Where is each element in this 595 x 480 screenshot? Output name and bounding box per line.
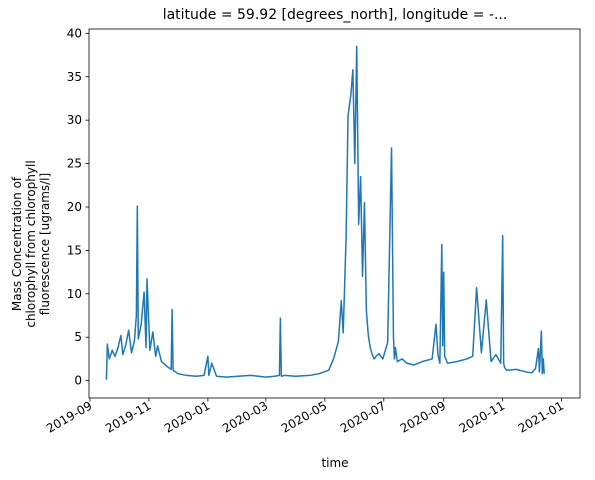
y-axis-label-line-1: Mass Concentration of bbox=[10, 176, 24, 311]
plot-area bbox=[105, 45, 545, 380]
x-tick-label: 2020-03 bbox=[220, 398, 270, 435]
y-tick-label: 25 bbox=[67, 157, 82, 171]
chart-title: latitude = 59.92 [degrees_north], longit… bbox=[163, 7, 508, 23]
y-axis-label-line-2: chlorophyll from chlorophyll bbox=[24, 160, 38, 327]
y-tick-label: 10 bbox=[67, 287, 82, 301]
y-tick-label: 5 bbox=[74, 330, 82, 344]
x-tick-label: 2020-05 bbox=[279, 398, 329, 435]
y-tick-label: 35 bbox=[67, 70, 82, 84]
y-tick-label: 0 bbox=[74, 374, 82, 388]
x-tick-label: 2019-09 bbox=[44, 398, 94, 435]
x-tick-label: 2020-11 bbox=[457, 398, 507, 435]
x-tick-label: 2020-09 bbox=[398, 398, 448, 435]
y-axis: 0 5 10 15 20 25 30 35 40 bbox=[67, 26, 89, 388]
axes-frame bbox=[88, 28, 581, 399]
x-tick-label: 2021-01 bbox=[516, 398, 566, 435]
y-tick-label: 15 bbox=[67, 243, 82, 257]
x-tick-label: 2019-11 bbox=[103, 398, 153, 435]
x-axis-label: time bbox=[321, 456, 348, 470]
y-tick-label: 20 bbox=[67, 200, 82, 214]
y-axis-label-line-3: fluorescence [ugrams/l] bbox=[38, 173, 52, 315]
y-tick-label: 30 bbox=[67, 113, 82, 127]
y-tick-label: 40 bbox=[67, 26, 82, 40]
x-tick-label: 2020-07 bbox=[338, 398, 388, 435]
x-axis: 2019-09 2019-11 2020-01 2020-03 2020-05 2020-… bbox=[44, 398, 566, 436]
series-chlorophyll-line bbox=[105, 45, 545, 380]
x-tick-label: 2020-01 bbox=[162, 398, 212, 435]
